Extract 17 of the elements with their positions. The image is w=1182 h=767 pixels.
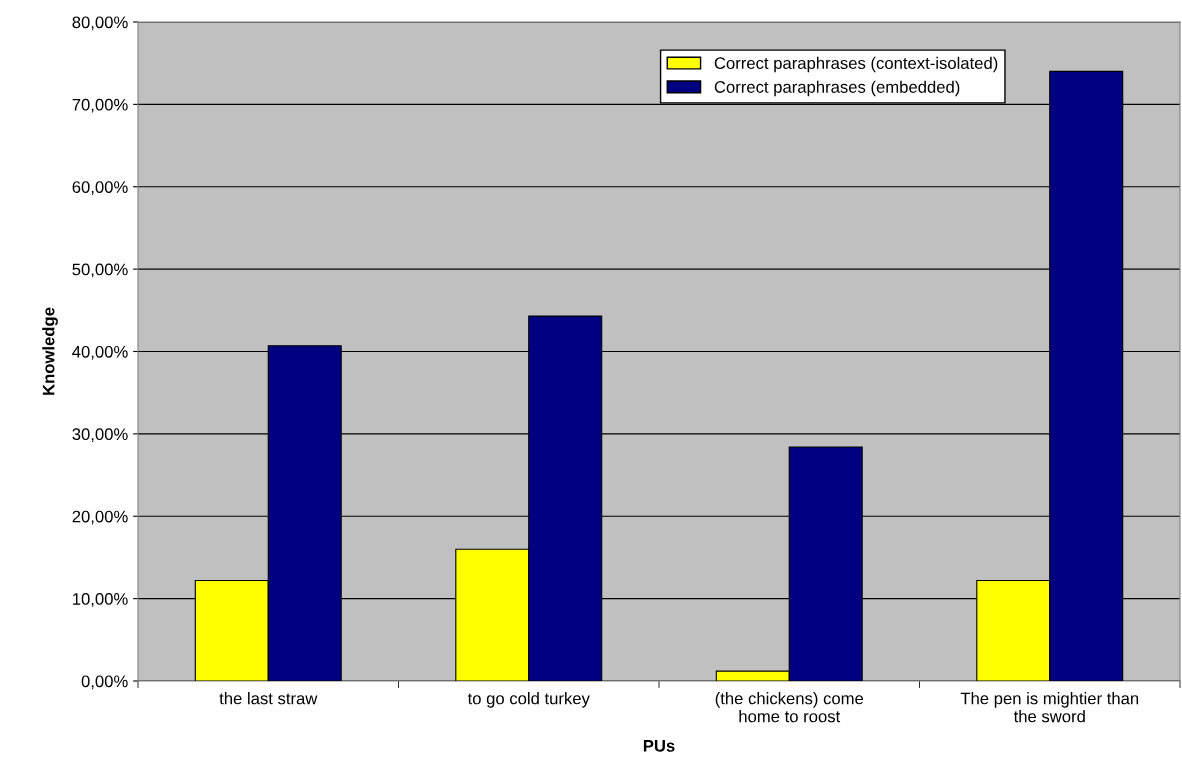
y-tick-label: 60,00% xyxy=(72,181,128,195)
y-tick-label: 30,00% xyxy=(72,428,128,443)
y-tick-label: 40,00% xyxy=(72,345,128,360)
legend-label: Correct paraphrases (context-isolated) xyxy=(714,56,998,73)
y-tick-label: 50,00% xyxy=(72,263,128,278)
x-tick-label: The pen is mightier than the sword xyxy=(960,692,1139,723)
x-tick-label: the last straw xyxy=(219,692,318,705)
legend-label: Correct paraphrases (embedded) xyxy=(714,80,960,97)
y-tick-label: 20,00% xyxy=(72,510,128,525)
y-axis-title: Knowledge xyxy=(42,307,58,395)
y-tick-label: 80,00% xyxy=(72,16,128,31)
x-tick-label: to go cold turkey xyxy=(467,692,590,708)
x-axis-title: PUs xyxy=(643,740,675,752)
y-tick-label: 10,00% xyxy=(73,593,128,607)
x-tick-label: (the chickens) come home to roost xyxy=(715,692,864,723)
y-tick-label: 0,00% xyxy=(81,675,128,690)
y-tick-label: 70,00% xyxy=(72,98,128,113)
